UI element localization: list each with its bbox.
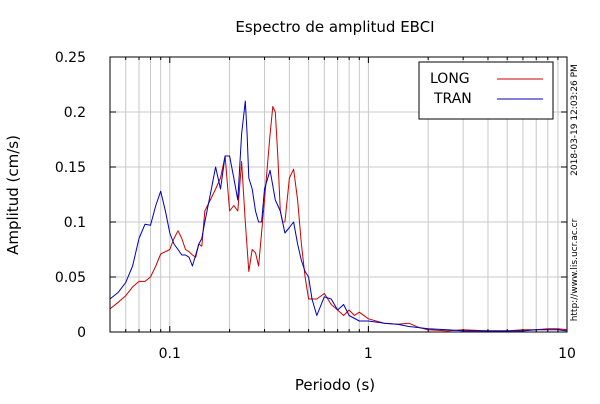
series-line-long [109, 106, 568, 332]
x-tick-label: 10 [558, 346, 576, 362]
y-tick-label: 0.15 [55, 160, 86, 176]
plot-frame [109, 56, 568, 333]
legend-box [418, 61, 554, 120]
x-tick-label: 0.1 [159, 346, 181, 362]
x-axis-label: Periodo (s) [295, 376, 375, 394]
series-line-tran [109, 100, 568, 332]
y-tick-label: 0.1 [64, 215, 86, 231]
y-tick-label: 0.2 [64, 105, 86, 121]
legend-label-tran: TRAN [433, 91, 472, 107]
y-tick-label: 0 [77, 325, 86, 341]
y-tick-label: 0.05 [55, 270, 86, 286]
legend-label-long: LONG [430, 71, 470, 87]
legend: LONG TRAN [418, 61, 554, 120]
url-label: http://www.lis.ucr.ac.cr [570, 218, 580, 321]
axis-ticks: 0.1 1 10 0 0.05 0.1 0.15 0.2 0.25 [55, 50, 576, 362]
y-axis-label: Amplitud (cm/s) [4, 135, 22, 255]
y-tick-label: 0.25 [55, 50, 86, 66]
chart-title: Espectro de amplitud EBCI [235, 18, 434, 36]
timestamp-label: 2018-03-19 12:03:26 PM [570, 64, 580, 176]
series-lines [109, 100, 568, 332]
x-tick-label: 1 [364, 346, 373, 362]
